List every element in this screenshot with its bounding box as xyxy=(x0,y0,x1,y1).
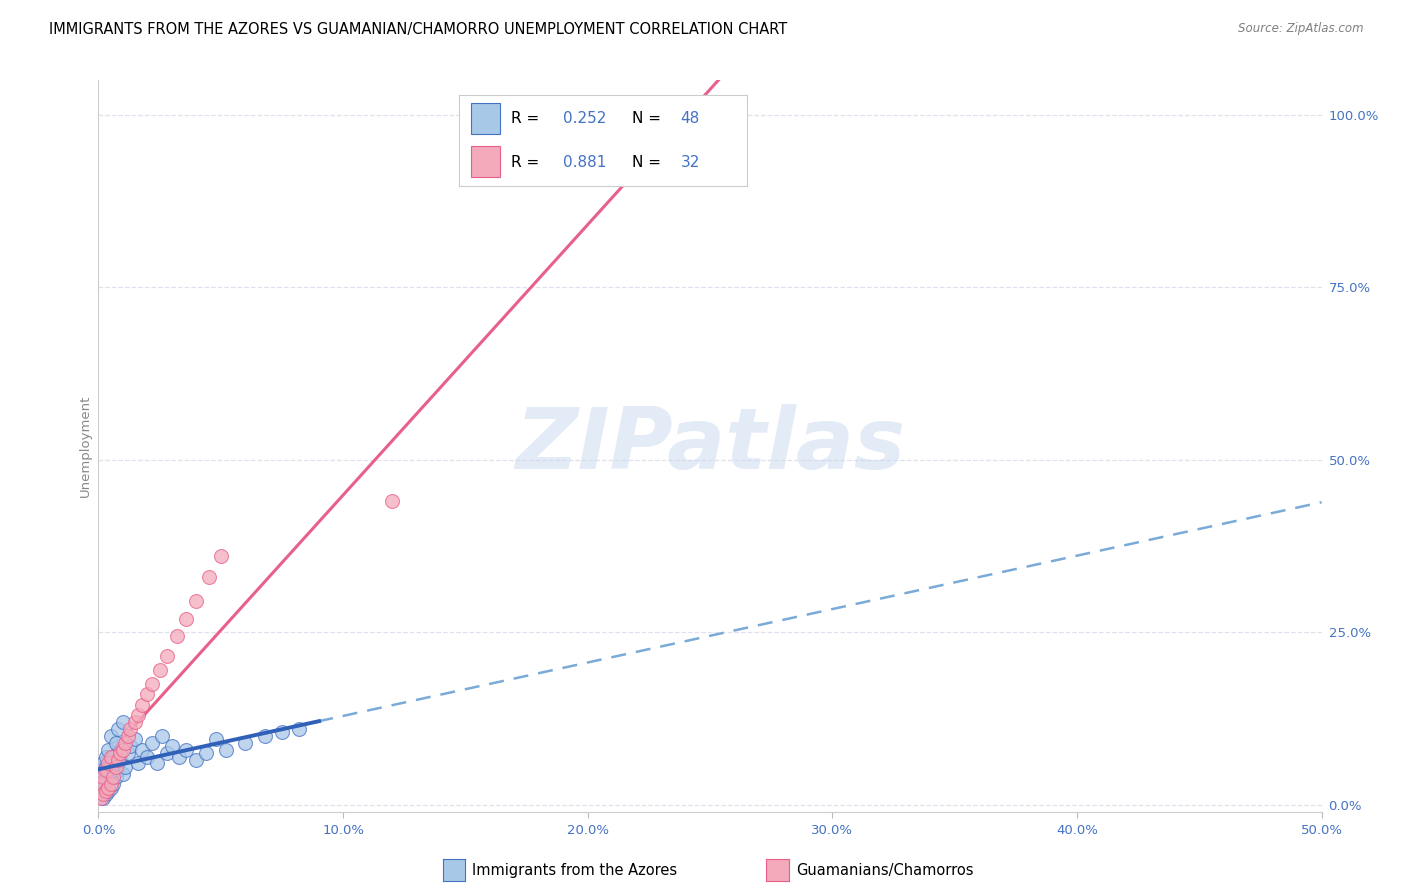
Point xyxy=(253,729,276,743)
Point xyxy=(186,753,208,767)
Point xyxy=(97,756,120,771)
Point xyxy=(94,749,117,764)
Point xyxy=(97,784,120,798)
Point xyxy=(91,773,114,788)
Point xyxy=(101,749,124,764)
Point xyxy=(149,663,172,677)
Point xyxy=(94,760,117,774)
Point xyxy=(90,777,112,791)
Point xyxy=(111,766,134,780)
Point xyxy=(186,594,208,608)
Point xyxy=(97,780,120,795)
Point xyxy=(176,742,198,756)
Y-axis label: Unemployment: Unemployment xyxy=(79,395,91,497)
Point xyxy=(94,788,117,802)
Point xyxy=(90,791,112,805)
Point xyxy=(111,714,134,729)
Point xyxy=(91,770,114,784)
Point xyxy=(131,742,153,756)
Point xyxy=(120,722,142,736)
Point xyxy=(94,770,117,784)
Point xyxy=(90,766,112,780)
Point xyxy=(90,784,112,798)
Point xyxy=(117,746,139,760)
Point xyxy=(176,611,198,625)
Point xyxy=(107,764,129,778)
Point xyxy=(288,722,311,736)
Point xyxy=(136,687,159,701)
Point xyxy=(91,780,114,795)
Point xyxy=(104,770,127,784)
Point xyxy=(131,698,153,712)
Point xyxy=(101,770,124,784)
Point xyxy=(91,756,114,771)
Point xyxy=(195,746,218,760)
Point xyxy=(110,746,132,760)
Point xyxy=(114,760,136,774)
Point xyxy=(111,742,134,756)
Point xyxy=(197,570,219,584)
Point xyxy=(146,756,169,771)
Point xyxy=(120,739,142,754)
Point xyxy=(699,108,721,122)
Point xyxy=(270,725,294,739)
Point xyxy=(94,784,117,798)
Point xyxy=(141,677,163,691)
Point xyxy=(127,756,149,771)
Point xyxy=(381,494,404,508)
Point xyxy=(97,764,120,778)
Point xyxy=(124,714,146,729)
Point xyxy=(127,708,149,723)
Point xyxy=(156,649,179,664)
Point xyxy=(124,732,146,747)
Point xyxy=(110,753,132,767)
Point xyxy=(94,764,117,778)
Point xyxy=(233,736,256,750)
Text: Source: ZipAtlas.com: Source: ZipAtlas.com xyxy=(1239,22,1364,36)
Point xyxy=(101,777,124,791)
Point xyxy=(214,742,236,756)
Point xyxy=(104,760,127,774)
Text: ZIPatlas: ZIPatlas xyxy=(515,404,905,488)
Point xyxy=(117,729,139,743)
Point xyxy=(100,780,122,795)
Text: Immigrants from the Azores: Immigrants from the Azores xyxy=(472,863,678,878)
Point xyxy=(91,791,114,805)
Point xyxy=(100,729,122,743)
Point xyxy=(104,736,127,750)
Text: Guamanians/Chamorros: Guamanians/Chamorros xyxy=(796,863,973,878)
Point xyxy=(160,739,183,754)
Point xyxy=(205,732,228,747)
Point xyxy=(156,746,179,760)
Point xyxy=(100,756,122,771)
Point xyxy=(90,777,112,791)
Point xyxy=(209,549,232,564)
Point xyxy=(167,749,190,764)
Point xyxy=(141,736,163,750)
Point xyxy=(114,736,136,750)
Point xyxy=(107,722,129,736)
Point xyxy=(166,629,188,643)
Text: IMMIGRANTS FROM THE AZORES VS GUAMANIAN/CHAMORRO UNEMPLOYMENT CORRELATION CHART: IMMIGRANTS FROM THE AZORES VS GUAMANIAN/… xyxy=(49,22,787,37)
Point xyxy=(100,777,122,791)
Point xyxy=(91,788,114,802)
Point xyxy=(100,749,122,764)
Point xyxy=(150,729,173,743)
Point xyxy=(107,753,129,767)
Point xyxy=(97,742,120,756)
Point xyxy=(136,749,159,764)
